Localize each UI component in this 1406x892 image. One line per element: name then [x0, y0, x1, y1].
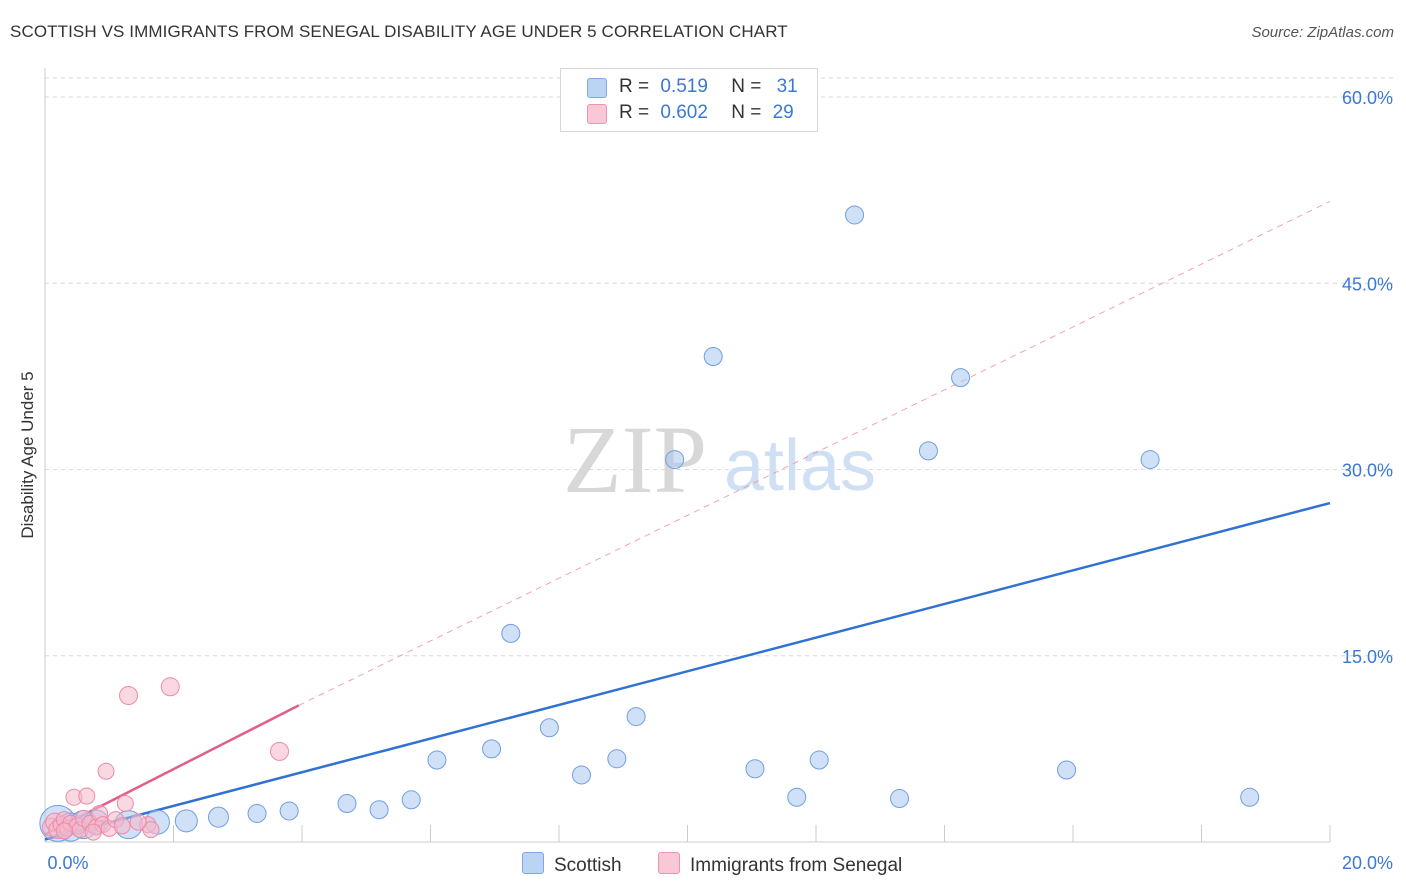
r-label: R = [619, 76, 650, 97]
y-axis-label: Disability Age Under 5 [18, 371, 37, 539]
scottish-point [626, 707, 646, 727]
scottish-point [1140, 450, 1160, 470]
senegal-swatch [658, 852, 680, 874]
scottish-point [337, 794, 357, 814]
n-label: N = [731, 76, 762, 97]
scottish-point [918, 441, 938, 461]
trend-lines [44, 200, 1331, 841]
scottish-point [539, 718, 559, 738]
correlation-legend: R = 0.519 N = 31 R = 0.602 N = 29 [560, 68, 818, 132]
senegal-swatch [587, 104, 607, 124]
senegal-point [119, 685, 139, 705]
senegal-point [78, 787, 96, 805]
legend-label-scottish: Scottish [554, 855, 622, 876]
y-tick-label: 45.0% [1342, 274, 1393, 294]
chart-title: SCOTTISH VS IMMIGRANTS FROM SENEGAL DISA… [10, 22, 788, 41]
x-tick-label: 0.0% [47, 853, 88, 873]
scottish-point [745, 759, 765, 779]
scottish-point [845, 205, 865, 225]
scottish-point [279, 801, 299, 821]
senegal-point [55, 822, 73, 840]
legend-item-scottish: Scottish [522, 852, 622, 877]
senegal-point [113, 817, 131, 835]
legend-item-senegal: Immigrants from Senegal [658, 852, 902, 877]
scottish-point [501, 623, 521, 643]
senegal-point [129, 813, 147, 831]
scottish-point [703, 347, 723, 367]
scottish-point [482, 739, 502, 759]
scottish-point [607, 749, 627, 769]
scottish-point [1240, 787, 1260, 807]
legend-label-senegal: Immigrants from Senegal [690, 855, 903, 876]
n-value: 31 [776, 76, 798, 97]
scottish-swatch [522, 852, 544, 874]
scottish-point [787, 787, 807, 807]
watermark-zip: ZIP [563, 406, 707, 513]
r-value: 0.602 [660, 102, 708, 123]
y-tick-label: 60.0% [1342, 88, 1393, 108]
senegal-point [270, 741, 290, 761]
scottish-points [39, 205, 1260, 842]
scottish-point [951, 368, 971, 388]
scottish-point [1057, 760, 1077, 780]
n-value: 29 [772, 102, 794, 123]
x-tick-label: 20.0% [1342, 853, 1393, 873]
senegal-point [84, 823, 102, 841]
source-label: Source: ZipAtlas.com [1251, 24, 1394, 41]
scottish-swatch [587, 78, 607, 98]
tick-labels: 15.0% 30.0% 45.0% 60.0% 0.0% 20.0% [47, 88, 1393, 873]
scottish-point [207, 806, 229, 828]
scottish-point [247, 803, 267, 823]
y-tick-label: 15.0% [1342, 647, 1393, 667]
grid-lines [44, 68, 1395, 843]
senegal-trend-extension [298, 200, 1331, 706]
senegal-point [116, 795, 134, 813]
scottish-point [809, 750, 829, 770]
scottish-point [665, 450, 685, 470]
scottish-point [427, 750, 447, 770]
scottish-trend-line [44, 501, 1331, 841]
scottish-point [571, 765, 591, 785]
scottish-point [174, 809, 198, 833]
senegal-point [142, 821, 160, 839]
watermark-atlas: atlas [724, 426, 876, 506]
r-label: R = [619, 102, 650, 123]
scottish-point [369, 800, 389, 820]
watermark: ZIP atlas [563, 406, 876, 513]
y-tick-label: 30.0% [1342, 461, 1393, 481]
senegal-points [41, 677, 290, 841]
scottish-point [401, 790, 421, 810]
scottish-point [890, 789, 910, 809]
senegal-point [97, 762, 115, 780]
senegal-point [160, 677, 180, 697]
n-label: N = [731, 102, 762, 123]
r-value: 0.519 [660, 76, 708, 97]
